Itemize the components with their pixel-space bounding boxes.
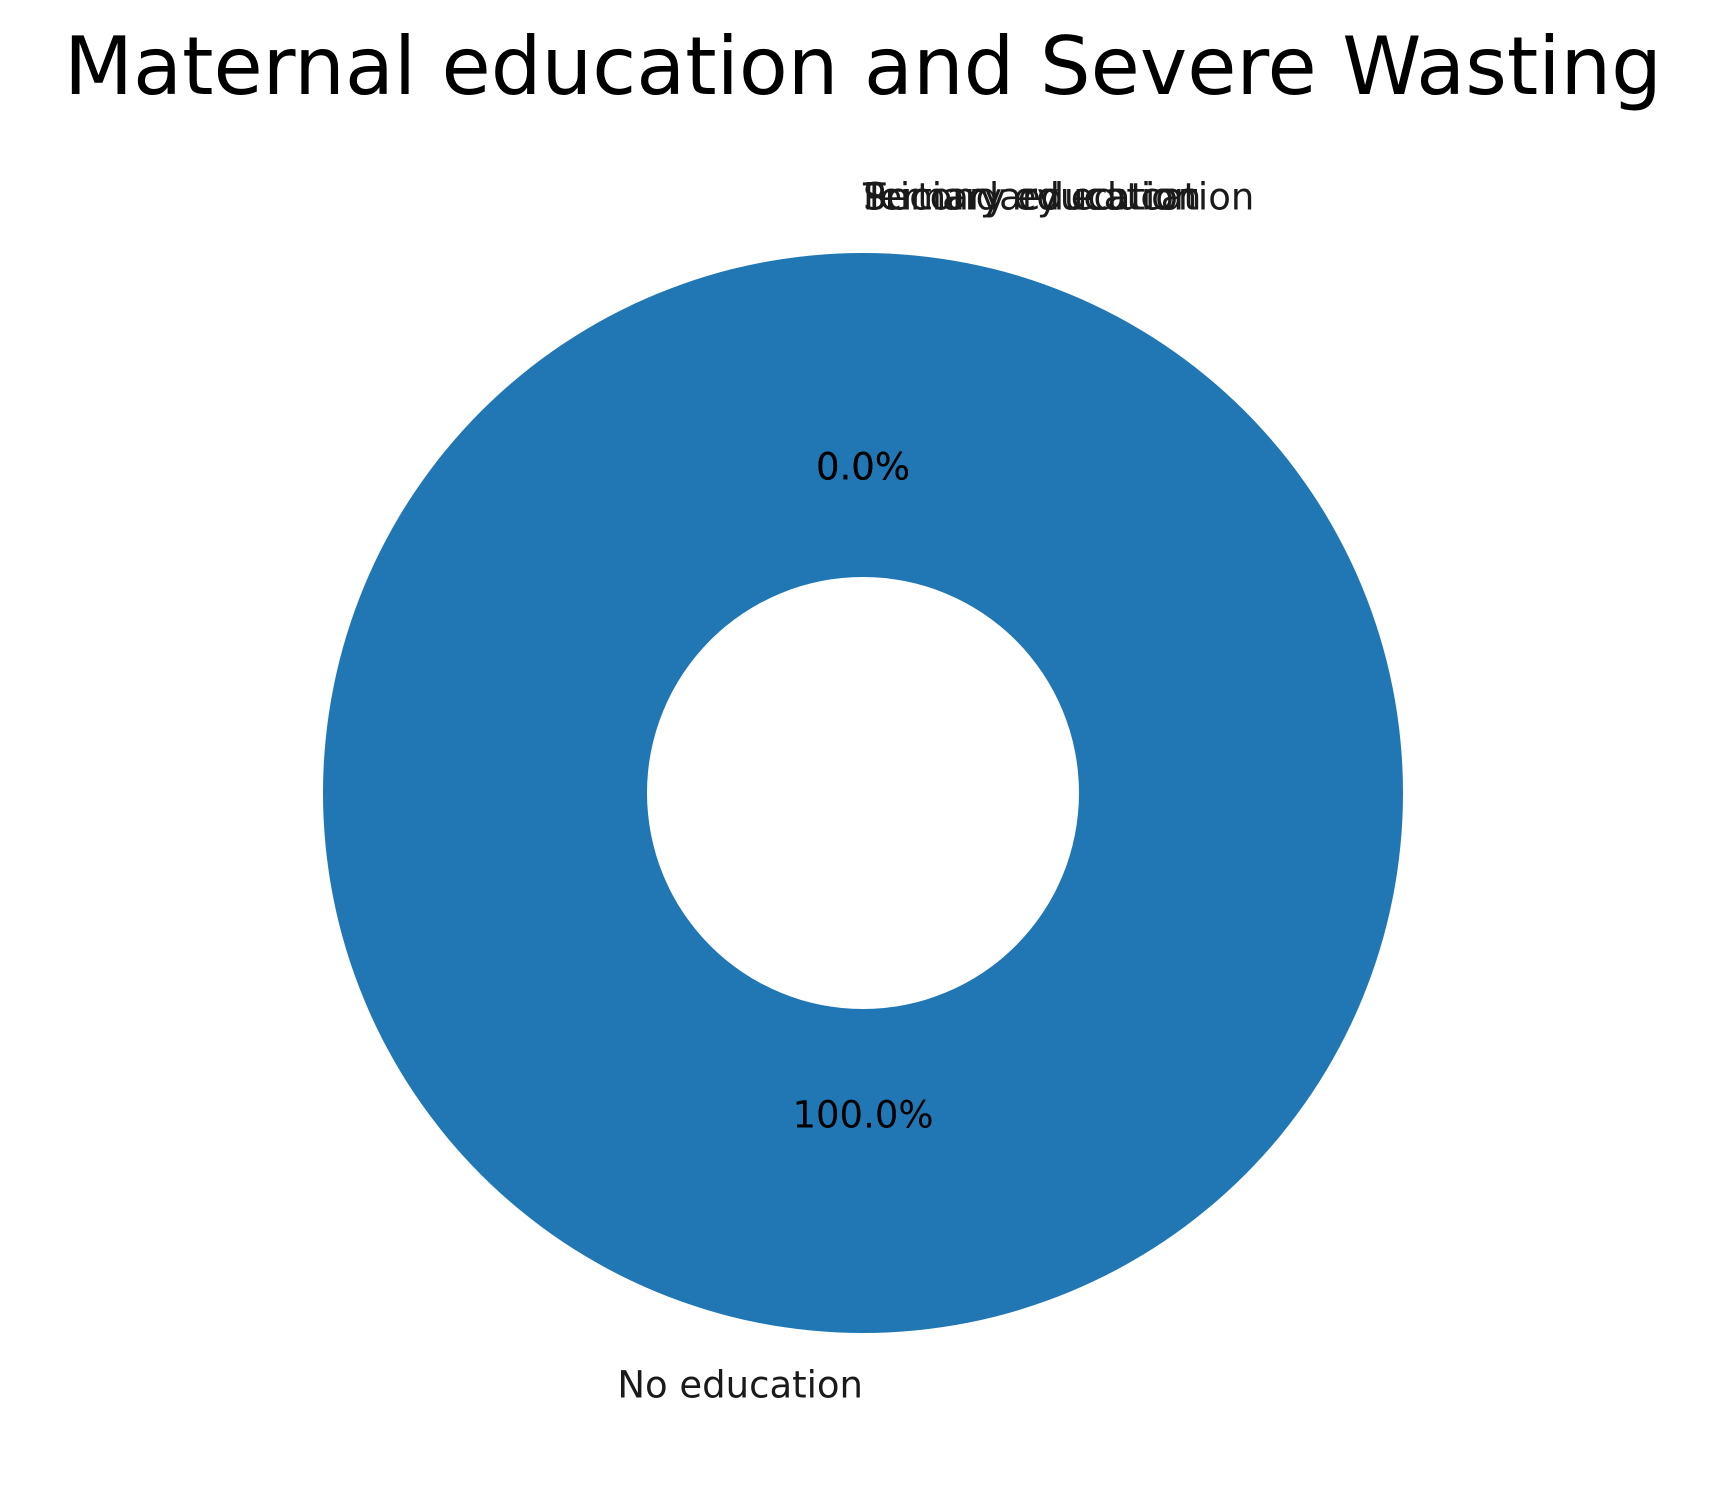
percent-label-no-education: 100.0%	[792, 1094, 933, 1137]
slice-label-secondary-education: Secondary education	[863, 176, 1254, 219]
slice-label-primary-education: Primary education	[863, 176, 1201, 219]
percent-labels: 100.0%0.0%0.0%0.0%	[792, 446, 933, 1137]
donut-hole	[647, 577, 1079, 1009]
percent-label-primary-education: 0.0%	[816, 446, 910, 489]
chart-title: Maternal education and Severe Wasting	[64, 20, 1662, 113]
slice-label-no-education: No education	[617, 1364, 863, 1407]
percent-label-secondary-education: 0.0%	[816, 446, 910, 489]
percent-label-tertiary-education: 0.0%	[816, 446, 910, 489]
slice-label-tertiary-education: Tertiary education	[862, 176, 1197, 219]
